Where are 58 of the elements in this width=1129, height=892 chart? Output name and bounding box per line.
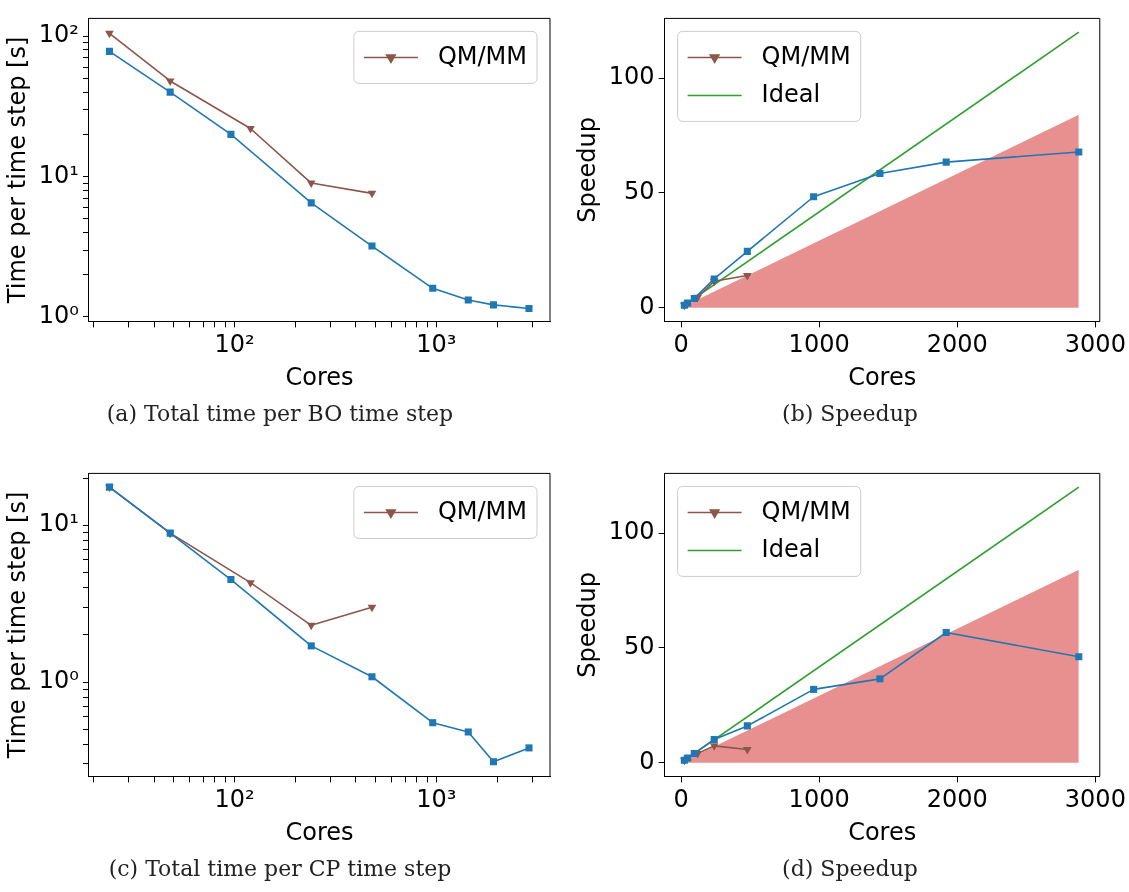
legend-label: QM/MM xyxy=(761,41,851,70)
y-tick-label: 100 xyxy=(608,517,655,546)
point xyxy=(690,294,698,302)
y-axis-title: Time per time step [s] xyxy=(2,491,31,760)
x-axis-title: Cores xyxy=(848,362,917,391)
x-tick-label: 10² xyxy=(214,785,255,814)
y-axis-title: Speedup xyxy=(572,117,601,223)
point xyxy=(690,749,698,757)
y-tick-label: 50 xyxy=(624,177,655,206)
x-tick-label: 0 xyxy=(673,785,689,814)
y-tick-label: 10¹ xyxy=(38,509,79,538)
x-tick-label: 2000 xyxy=(926,785,988,814)
y-tick-label: 10² xyxy=(38,20,79,49)
legend-label: Ideal xyxy=(761,79,821,108)
y-tick-label: 10⁰ xyxy=(38,301,79,330)
point xyxy=(709,743,719,751)
y-axis-title: Time per time step [s] xyxy=(2,36,31,305)
x-tick-label: 10² xyxy=(214,330,255,359)
text: (c) Total time per CP time step xyxy=(107,856,453,881)
x-tick-label: 3000 xyxy=(1064,785,1126,814)
point xyxy=(1075,653,1083,661)
point xyxy=(743,747,752,755)
x-tick-label: 1000 xyxy=(788,330,850,359)
point xyxy=(743,247,751,255)
legend-label: QM/MM xyxy=(437,41,528,70)
legend-label: Ideal xyxy=(761,534,821,563)
x-axis-title: Cores xyxy=(285,817,354,846)
text: (b) Speedup xyxy=(781,401,919,426)
point xyxy=(810,193,818,201)
y-tick-label: 10¹ xyxy=(38,160,79,189)
y-tick-label: 100 xyxy=(608,62,655,91)
y-tick-label: 0 xyxy=(639,291,655,320)
text: (a) Total time per BO time step xyxy=(105,401,455,426)
point xyxy=(876,170,884,178)
text: (d) Speedup xyxy=(781,856,919,881)
x-tick-label: 3000 xyxy=(1064,330,1126,359)
legend-label: QM/MM xyxy=(437,496,528,525)
point xyxy=(1075,148,1083,156)
point xyxy=(942,628,950,637)
y-tick-label: 50 xyxy=(624,632,655,661)
point xyxy=(876,675,884,683)
x-tick-label: 1000 xyxy=(788,785,850,814)
point xyxy=(710,275,718,283)
point xyxy=(942,158,950,166)
x-tick-label: 2000 xyxy=(926,330,988,359)
point xyxy=(710,735,718,743)
point xyxy=(743,722,751,730)
legend-label: QM/MM xyxy=(761,496,851,525)
point xyxy=(743,272,752,281)
x-axis-title: Cores xyxy=(848,817,917,846)
x-tick-label: 0 xyxy=(673,330,689,359)
y-tick-label: 0 xyxy=(639,746,655,775)
y-axis-title: Speedup xyxy=(572,572,601,678)
x-axis-title: Cores xyxy=(285,362,354,391)
y-tick-label: 10⁰ xyxy=(38,666,79,695)
x-tick-label: 10³ xyxy=(416,785,457,814)
point xyxy=(810,685,818,693)
x-tick-label: 10³ xyxy=(416,330,457,359)
